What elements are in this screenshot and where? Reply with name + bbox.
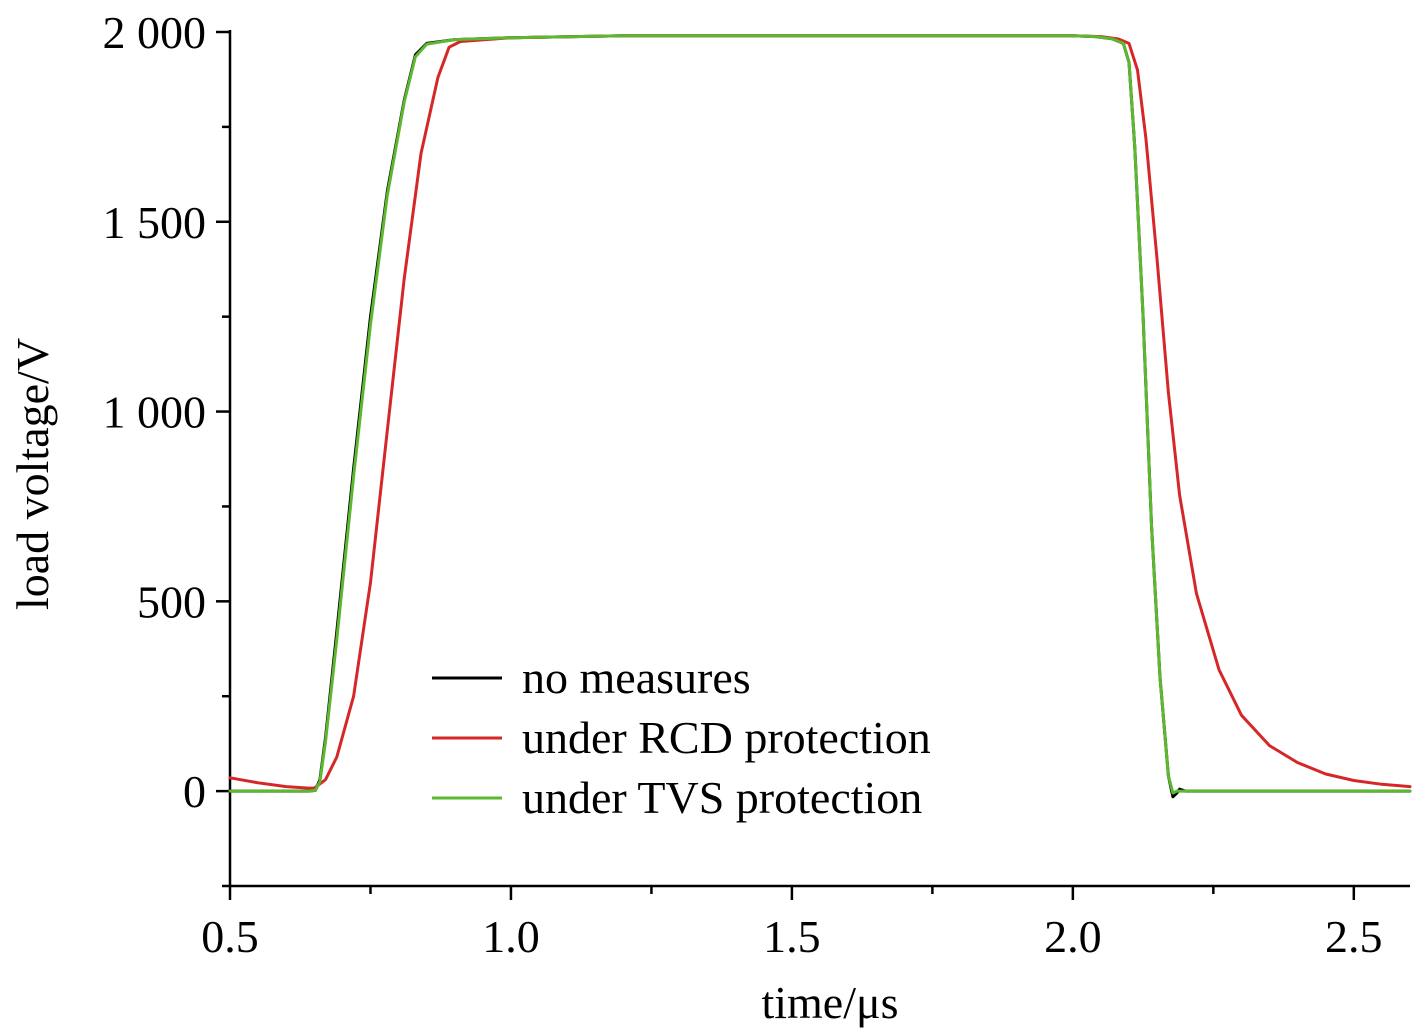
- x-tick-label: 2.5: [1325, 911, 1383, 962]
- series-line-3: [228, 34, 1412, 795]
- y-tick-label: 0: [183, 766, 206, 817]
- legend-label: under TVS protection: [522, 772, 922, 823]
- y-tick-label: 2 000: [103, 7, 207, 58]
- x-axis-label: time/μs: [761, 977, 898, 1028]
- legend-label: no measures: [522, 652, 751, 703]
- series-line-2: [228, 34, 1412, 790]
- x-tick-label: 1.5: [763, 911, 821, 962]
- legend-label: under RCD protection: [522, 712, 931, 763]
- x-tick-label: 0.5: [201, 911, 259, 962]
- series-layer: [228, 34, 1412, 799]
- x-tick-label: 1.0: [482, 911, 540, 962]
- y-tick-label: 1 500: [103, 197, 207, 248]
- y-tick-label: 1 000: [103, 387, 207, 438]
- y-tick-label: 500: [137, 576, 206, 627]
- series-line-1: [228, 34, 1412, 799]
- ticks: 0.5 1.0 1.5 2.0 2.5 0 500 1 000 1 500 2 000: [103, 7, 1383, 962]
- legend: no measures under RCD protection under TVS…: [432, 652, 931, 823]
- y-axis-label: load voltage/V: [7, 338, 58, 610]
- x-tick-label: 2.0: [1044, 911, 1102, 962]
